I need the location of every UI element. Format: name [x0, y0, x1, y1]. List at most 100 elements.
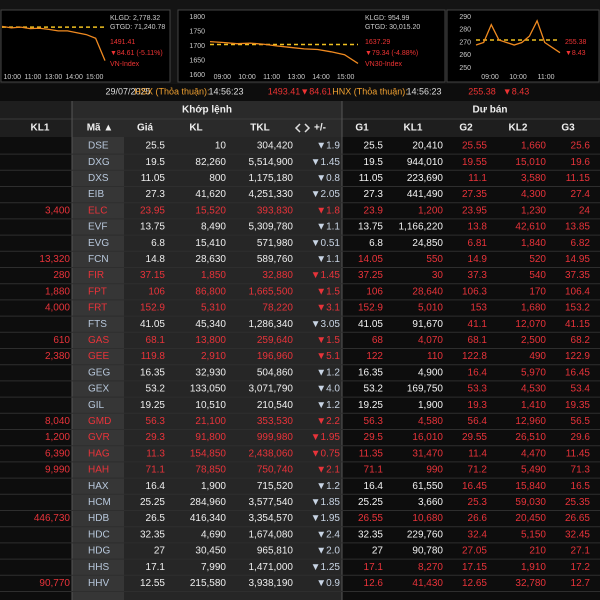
cell-tkl: 715,520 — [257, 481, 294, 492]
cell-g2: 41.1 — [468, 319, 488, 330]
cell-kl1: 4,900 — [418, 367, 443, 378]
cell-change: ▼0.75 — [311, 448, 341, 459]
cell-code: DSE — [88, 141, 109, 152]
cell-g1: 14.05 — [358, 254, 383, 265]
cell-code: DXG — [88, 157, 110, 168]
cell-price: 12.55 — [140, 578, 165, 589]
cell-price: 53.2 — [146, 384, 166, 395]
cell-change: ▼1.85 — [311, 497, 341, 508]
column-header: KL — [189, 123, 202, 134]
x-tick-label: 10:00 — [509, 74, 527, 81]
cell-g1: 152.9 — [358, 303, 383, 314]
cell-price: 16.35 — [140, 367, 165, 378]
cell-g3: 68.2 — [571, 335, 591, 346]
cell-g2: 23.95 — [462, 205, 487, 216]
cell-code: FIR — [88, 270, 104, 281]
cell-kl1: 91,670 — [412, 319, 443, 330]
cell-kl: 8,490 — [201, 222, 226, 233]
cell-kl: 82,260 — [195, 157, 226, 168]
arrow-right[interactable] — [304, 123, 311, 133]
index-line — [475, 19, 561, 54]
cell-g2: 16.45 — [462, 481, 487, 492]
cell-tkl: 3,938,190 — [249, 578, 294, 589]
cell-g3: 11.45 — [566, 448, 591, 459]
cell-kl2: 490 — [529, 351, 546, 362]
cell-kl1: 20,410 — [412, 141, 443, 152]
index-line — [209, 41, 359, 64]
cell-change: ▼1.45 — [311, 270, 341, 281]
x-tick-label: 15:00 — [86, 74, 104, 81]
cell-g1: 71.1 — [364, 465, 384, 476]
cell-tkl: 1,175,180 — [249, 173, 294, 184]
cell-tkl: 196,960 — [257, 351, 294, 362]
status-date: 29/07/2025 — [105, 86, 150, 96]
cell-g3: 19.6 — [571, 157, 591, 168]
cell-g3: 25.35 — [565, 497, 590, 508]
cell-g3: 122.9 — [565, 351, 590, 362]
cell-code: DXS — [88, 173, 109, 184]
cell-change: ▼1.1 — [316, 222, 340, 233]
cell-kl: 32,930 — [195, 367, 226, 378]
cell-g1: 27 — [372, 546, 384, 557]
cell-tkl: 3,071,790 — [249, 384, 294, 395]
cell-g1: 29.5 — [364, 432, 384, 443]
cell-g2: 27.05 — [462, 546, 487, 557]
cell-g3: 19.35 — [565, 400, 590, 411]
cell-code: FPT — [88, 286, 107, 297]
panel — [0, 9, 171, 83]
cell-g1: 37.25 — [358, 270, 383, 281]
cell-g2: 17.15 — [462, 562, 487, 573]
arrow-left[interactable] — [294, 123, 301, 133]
gtgd: GTGD: 71,240.78 — [110, 24, 165, 31]
cell-g2: 11.4 — [468, 448, 487, 459]
cell-g2: 27.35 — [462, 189, 487, 200]
cell-price: 27.3 — [146, 189, 166, 200]
cell-price: 25.5 — [146, 141, 166, 152]
cell-left: 1,880 — [45, 286, 70, 297]
cell-price: 71.1 — [146, 465, 166, 476]
cell-kl1: 90,780 — [412, 546, 443, 557]
x-tick-label: 14:00 — [65, 74, 83, 81]
cell-left: 9,990 — [45, 465, 70, 476]
cell-price: 27 — [154, 546, 166, 557]
x-tick-label: 10:00 — [4, 74, 22, 81]
cell-change: ▼1.2 — [316, 367, 340, 378]
cell-g1: 106 — [366, 286, 383, 297]
cell-kl2: 520 — [529, 254, 546, 265]
cell-left: 13,320 — [39, 254, 70, 265]
cell-g2: 14.9 — [468, 254, 488, 265]
cell-code: EVF — [88, 222, 107, 233]
cell-kl2: 170 — [529, 286, 546, 297]
cell-kl: 284,960 — [190, 497, 227, 508]
cell-kl: 215,580 — [190, 578, 227, 589]
cell-kl2: 15,840 — [515, 481, 546, 492]
panel — [446, 9, 600, 83]
cell-price: 41.05 — [140, 319, 165, 330]
cell-left: 90,770 — [39, 578, 70, 589]
cell-tkl: 32,880 — [262, 270, 293, 281]
cell-g1: 19.25 — [358, 400, 383, 411]
cell-kl2: 12,960 — [515, 416, 546, 427]
cell-change: ▼1.45 — [311, 157, 341, 168]
y-tick-label: 1800 — [189, 14, 205, 21]
cell-change: ▼1.95 — [311, 513, 341, 524]
cell-left: 2,380 — [45, 351, 70, 362]
cell-kl1: 61,550 — [412, 481, 443, 492]
cell-left: 4,000 — [45, 303, 70, 314]
cell-kl: 800 — [209, 173, 226, 184]
cell-code: GIL — [88, 400, 105, 411]
cell-kl1: 550 — [426, 254, 443, 265]
cell-kl: 7,990 — [201, 562, 226, 573]
y-tick-label: 250 — [459, 65, 471, 72]
index-change: ▼8.43 — [565, 50, 586, 57]
y-tick-label: 1700 — [189, 43, 205, 50]
cell-kl: 28,630 — [195, 254, 226, 265]
cell-left: 3,400 — [45, 205, 70, 216]
cell-price: 19.5 — [146, 157, 166, 168]
cell-kl2: 210 — [529, 546, 546, 557]
x-tick-label: 11:00 — [538, 74, 555, 81]
cell-g1: 41.05 — [358, 319, 383, 330]
cell-code: FTS — [88, 319, 107, 330]
cell-kl: 133,050 — [190, 384, 227, 395]
cell-tkl: 5,514,900 — [249, 157, 294, 168]
